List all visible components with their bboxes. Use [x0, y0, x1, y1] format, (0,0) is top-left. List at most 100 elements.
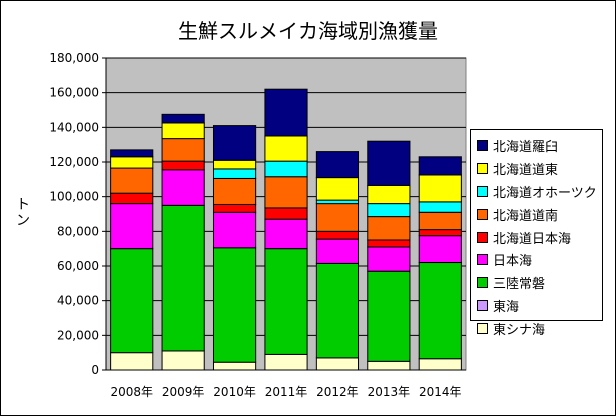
bar-segment — [264, 207, 308, 220]
bar-segment — [110, 192, 154, 205]
bar-segment — [367, 140, 411, 186]
chart-legend: 北海道羅臼北海道道東北海道オホーツク 北海道道南北海道日本海 日本海三陸常磐東海東シ… — [470, 129, 603, 338]
y-tick-label: 0 — [91, 363, 99, 377]
legend-label: 日本海 — [493, 254, 533, 270]
legend-item: 東シナ海 — [477, 317, 602, 340]
bar-segment — [418, 211, 462, 231]
chart-title: 生鮮スルメイカ海域別漁獲量 — [178, 19, 438, 43]
bar-segment — [315, 177, 360, 201]
bar-segment — [264, 248, 308, 355]
legend-item: 北海道道南 — [477, 203, 602, 226]
x-tick-label: 2014年 — [419, 385, 462, 399]
bar-segment — [418, 174, 462, 203]
bar-segment — [315, 262, 360, 359]
bar-segment — [315, 203, 360, 232]
legend-swatch — [477, 231, 488, 243]
bar-segment — [264, 88, 308, 137]
bar-segment — [212, 177, 257, 205]
bar-segment — [315, 238, 360, 264]
bar-segment — [264, 160, 308, 178]
x-tick-label: 2012年 — [316, 385, 359, 399]
legend-swatch — [477, 208, 488, 220]
bar-segment — [315, 357, 360, 371]
legend-label: 三陸常磐 — [493, 277, 546, 293]
legend-label: 東シナ海 — [493, 323, 546, 339]
bar-segment — [418, 235, 462, 264]
bar-segment — [367, 239, 411, 248]
legend-swatch — [477, 277, 488, 289]
bar-segment — [161, 350, 205, 371]
legend-label: 北海道日本海 — [493, 231, 572, 247]
x-tick-label: 2013年 — [368, 385, 411, 399]
bar-segment — [315, 199, 360, 205]
bar-segment — [212, 361, 257, 371]
legend-label: 北海道道東 — [493, 162, 559, 178]
legend-swatch — [477, 300, 488, 312]
bar-segment — [418, 358, 462, 371]
x-tick-label: 2011年 — [265, 385, 308, 399]
legend-item: 東海 — [477, 294, 602, 317]
bar-segment — [110, 167, 154, 194]
bar-segment — [367, 246, 411, 272]
bar-segment — [212, 125, 257, 161]
legend-item: 北海道日本海 — [477, 226, 602, 249]
legend-label: 北海道羅臼 — [493, 139, 559, 155]
bar-segment — [315, 151, 360, 179]
bar-segment — [161, 204, 205, 352]
bar-segment — [161, 113, 205, 124]
bar-segment — [212, 168, 257, 179]
x-tick-label: 2009年 — [162, 385, 205, 399]
bar-segment — [418, 262, 462, 360]
bar-segment — [264, 135, 308, 162]
legend-label: 北海道オホーツク — [493, 185, 597, 201]
y-tick-label: 180,000 — [49, 51, 99, 65]
legend-swatch — [477, 162, 488, 174]
legend-item: 日本海 — [477, 248, 602, 271]
bar-segment — [212, 247, 257, 363]
legend-swatch — [477, 185, 488, 197]
y-tick-label: 60,000 — [57, 259, 99, 273]
bar-segment — [367, 203, 411, 218]
bar-segment — [212, 203, 257, 213]
bar-segment — [264, 353, 308, 371]
y-tick-label: 40,000 — [57, 294, 99, 308]
bar-segment — [418, 201, 462, 213]
bar-segment — [367, 216, 411, 241]
bar-segment — [161, 138, 205, 162]
bar-segment — [161, 160, 205, 171]
y-tick-label: 100,000 — [49, 190, 99, 204]
y-tick-label: 140,000 — [49, 120, 99, 134]
legend-label: 北海道道南 — [493, 208, 559, 224]
legend-swatch — [477, 323, 488, 335]
bar-segment — [110, 248, 154, 354]
bar-segment — [110, 352, 154, 371]
y-tick-label: 160,000 — [49, 86, 99, 100]
legend-item: 三陸常磐 — [477, 271, 602, 294]
bar-segment — [110, 203, 154, 250]
y-axis-label: トン — [16, 197, 30, 229]
bar-segment — [110, 149, 154, 158]
bar-segment — [110, 156, 154, 169]
x-tick-label: 2008年 — [110, 385, 153, 399]
bar-segment — [367, 270, 411, 362]
bar-segment — [367, 360, 411, 371]
legend-label: 東海 — [493, 300, 520, 316]
legend-swatch — [477, 139, 488, 151]
legend-item: 北海道オホーツク — [477, 180, 602, 203]
bar-segment — [161, 169, 205, 206]
y-tick-label: 120,000 — [49, 155, 99, 169]
bar-segment — [264, 176, 308, 209]
bar-segment — [418, 156, 462, 176]
bar-segment — [367, 184, 411, 205]
bar-segment — [161, 122, 205, 140]
legend-item: 北海道道東 — [477, 157, 602, 180]
legend-item: 北海道羅臼 — [477, 134, 602, 157]
bar-segment — [264, 218, 308, 250]
y-tick-label: 80,000 — [57, 224, 99, 238]
bar-segment — [212, 159, 257, 170]
bar-segment — [212, 211, 257, 249]
bar-segment — [315, 230, 360, 240]
y-tick-label: 20,000 — [57, 328, 99, 342]
